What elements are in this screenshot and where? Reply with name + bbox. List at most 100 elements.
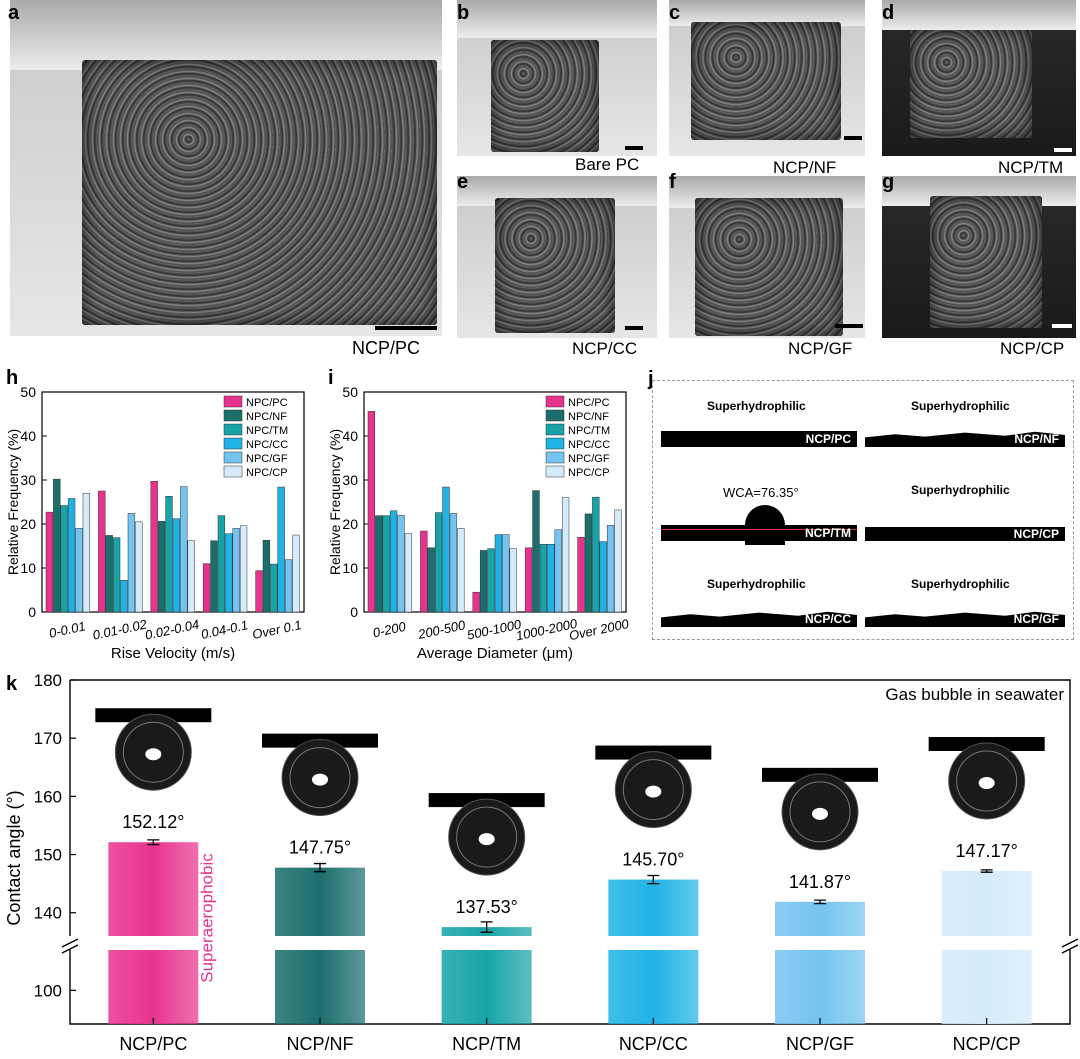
bar bbox=[82, 492, 91, 613]
x-tick-label: Over 0.1 bbox=[251, 617, 303, 642]
photo-label-d: NCP/TM bbox=[998, 158, 1064, 177]
y-tick-label: 10 bbox=[342, 560, 358, 576]
bar bbox=[599, 541, 607, 613]
bar-lower bbox=[608, 950, 699, 1024]
bar bbox=[202, 563, 211, 613]
bar bbox=[45, 511, 54, 613]
legend-swatch bbox=[545, 395, 565, 408]
porous-sample bbox=[495, 198, 615, 333]
wca-image: Superhydrophilic NCP/PC bbox=[661, 389, 857, 451]
bar bbox=[180, 486, 188, 613]
x-tick-label: NCP/CC bbox=[619, 1034, 688, 1054]
wca-image: WCA=76.35° NCP/TM bbox=[661, 473, 857, 545]
bar bbox=[105, 535, 113, 613]
bubble-highlight-ring bbox=[789, 781, 851, 843]
bar bbox=[165, 496, 173, 613]
water-droplet bbox=[745, 505, 785, 545]
bar bbox=[157, 521, 166, 613]
bar bbox=[434, 512, 443, 613]
scale-bar bbox=[375, 326, 437, 330]
photo-a bbox=[10, 0, 442, 336]
bar bbox=[112, 537, 121, 613]
bar bbox=[532, 490, 540, 613]
y-tick-label: 140 bbox=[34, 904, 62, 923]
porous-sample bbox=[695, 198, 843, 336]
bar bbox=[172, 518, 181, 613]
legend-swatch bbox=[223, 423, 243, 436]
y-tick-label: 170 bbox=[34, 729, 62, 748]
bar bbox=[502, 534, 510, 613]
y-tick-label: 160 bbox=[34, 787, 62, 806]
y-tick-label: 180 bbox=[34, 671, 62, 690]
axis-break-mark bbox=[61, 938, 79, 948]
photo-f bbox=[669, 176, 865, 338]
porous-sample bbox=[491, 40, 599, 152]
bar-upper bbox=[108, 842, 199, 936]
wca-sample-label: NCP/TM bbox=[805, 526, 851, 540]
wca-image-panel: Superhydrophilic NCP/PC Superhydrophilic NC… bbox=[652, 380, 1074, 640]
bar bbox=[67, 498, 76, 613]
y-tick-label: 0 bbox=[28, 604, 36, 620]
value-label: 147.75° bbox=[289, 838, 351, 858]
y-axis-label: Relative Frequency (%) bbox=[5, 429, 21, 575]
y-tick-label: 40 bbox=[342, 428, 358, 444]
photo-top-band bbox=[10, 0, 442, 70]
wca-top-label: Superhydrophilic bbox=[911, 577, 1010, 591]
x-tick-label: NCP/PC bbox=[119, 1034, 187, 1054]
bar-upper bbox=[941, 871, 1032, 936]
bubble-highlight bbox=[312, 773, 328, 786]
wca-image: Superhydrophilic NCP/GF bbox=[865, 567, 1065, 631]
porous-sample bbox=[82, 60, 437, 325]
y-tick-label: 100 bbox=[34, 981, 62, 1000]
photo-label-b: Bare PC bbox=[575, 155, 640, 174]
legend-swatch bbox=[545, 451, 565, 464]
legend-label: NPC/PC bbox=[568, 397, 610, 409]
panel-letter-e: e bbox=[457, 171, 469, 193]
bar bbox=[479, 550, 488, 613]
legend-swatch bbox=[545, 437, 565, 450]
x-tick-label: NCP/NF bbox=[287, 1034, 354, 1054]
legend-swatch bbox=[223, 437, 243, 450]
bubble-highlight-ring bbox=[456, 806, 518, 868]
bubble-highlight-ring bbox=[956, 750, 1018, 812]
porous-sample bbox=[910, 30, 1032, 138]
photo-e bbox=[457, 176, 657, 338]
bubble-highlight bbox=[978, 777, 995, 790]
bar bbox=[127, 513, 136, 613]
bar bbox=[367, 411, 376, 613]
wca-sample-label: NCP/GF bbox=[1013, 612, 1059, 626]
bubble-highlight bbox=[478, 833, 495, 846]
porous-sample bbox=[930, 196, 1042, 328]
x-tick-label: Over 2000 bbox=[568, 616, 631, 643]
bar bbox=[420, 530, 428, 613]
panel-letter-g: g bbox=[882, 171, 895, 193]
porous-sample bbox=[691, 22, 841, 140]
y-tick-label: 30 bbox=[20, 472, 36, 488]
panel-letter-b: b bbox=[457, 2, 470, 24]
x-tick-label: 0-0.01 bbox=[48, 618, 87, 640]
bar bbox=[75, 528, 83, 613]
bar bbox=[539, 543, 548, 613]
bar bbox=[472, 591, 480, 613]
y-tick-label: 0 bbox=[350, 604, 358, 620]
photo-b bbox=[457, 0, 657, 156]
photo-d bbox=[882, 0, 1076, 156]
value-label: 137.53° bbox=[456, 897, 518, 917]
bar bbox=[135, 521, 143, 613]
wca-top-label: Superhydrophilic bbox=[911, 399, 1010, 413]
scale-bar bbox=[625, 146, 643, 150]
bar bbox=[614, 509, 622, 613]
scale-bar bbox=[844, 136, 862, 140]
bar bbox=[449, 513, 458, 613]
bar bbox=[277, 486, 285, 613]
photo-label-e: NCP/CC bbox=[572, 339, 638, 358]
error-bar bbox=[314, 862, 326, 873]
bar bbox=[292, 534, 300, 613]
legend-label: NPC/PC bbox=[246, 397, 288, 409]
wca-image: Superhydrophilic NCP/CC bbox=[661, 567, 857, 631]
bar bbox=[592, 496, 600, 613]
legend-label: NPC/TM bbox=[568, 425, 610, 437]
x-tick-label: 0.02-0.04 bbox=[144, 617, 201, 643]
bar bbox=[382, 515, 390, 613]
value-label: 141.87° bbox=[789, 872, 851, 892]
